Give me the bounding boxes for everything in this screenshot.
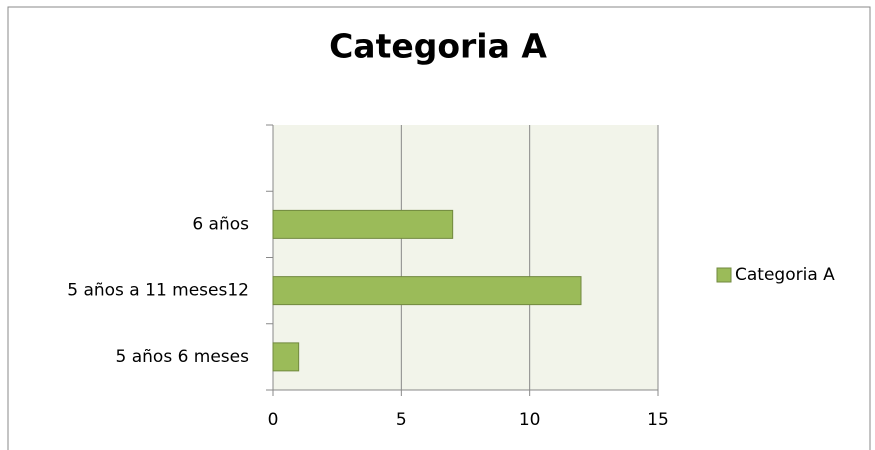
bar [272,342,300,372]
legend-swatch [716,267,732,283]
plot-area [273,125,658,390]
x-tick-label: 0 [268,410,279,430]
legend-label: Categoria A [735,265,835,285]
bar [272,276,582,306]
x-tick-label: 10 [519,410,541,430]
chart-title: Categoria A [329,27,547,66]
bar [272,209,454,239]
y-tick-label: 6 años [192,214,249,234]
x-tick-label: 15 [647,410,669,430]
y-tick-label: 5 años 6 meses [116,347,250,367]
y-tick-label: 5 años a 11 meses12 [67,281,249,301]
x-tick-label: 5 [396,410,407,430]
